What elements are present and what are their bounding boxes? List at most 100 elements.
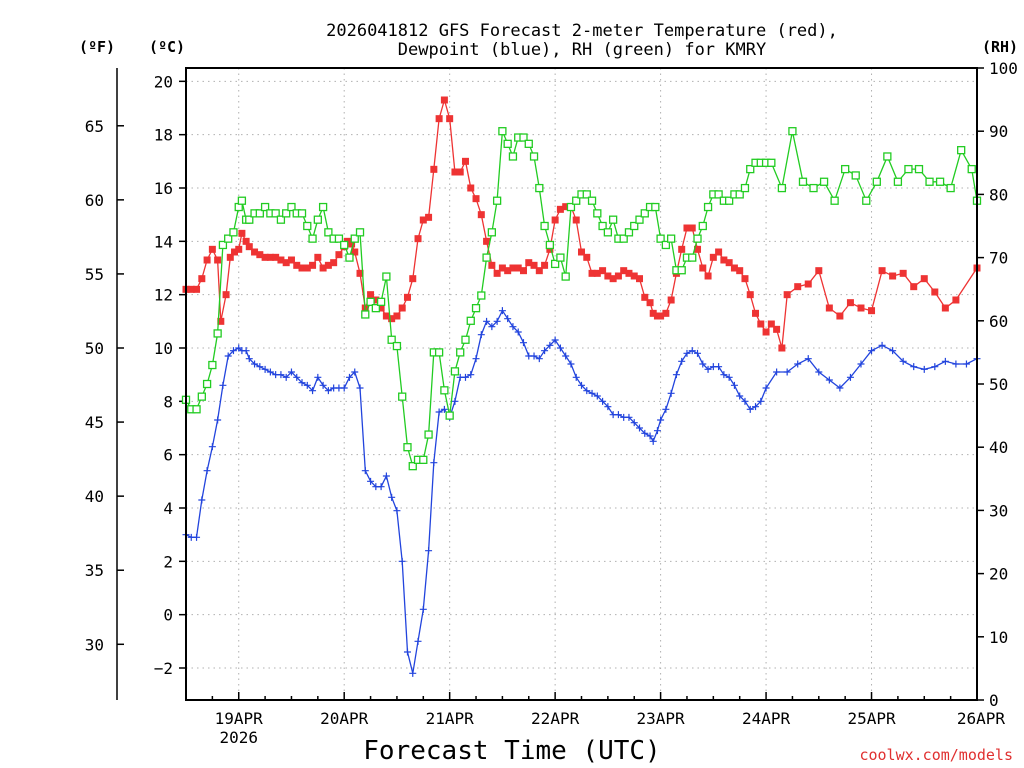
temperature-point	[330, 259, 338, 267]
temperature-point	[836, 312, 844, 320]
fahrenheit-tick-label: 50	[85, 339, 104, 358]
rh-point	[925, 177, 934, 186]
dewpoint-point	[361, 467, 369, 475]
dewpoint-point	[198, 496, 206, 504]
dewpoint-point	[214, 416, 222, 424]
dewpoint-point	[282, 373, 290, 381]
rh-point	[598, 221, 607, 231]
rh-point	[482, 253, 491, 262]
temperature-point	[699, 264, 707, 272]
temperature-point	[546, 245, 554, 253]
fahrenheit-tick-label: 65	[85, 117, 104, 136]
dewpoint-point	[483, 317, 491, 325]
dewpoint-point	[493, 317, 501, 325]
dewpoint-point	[398, 557, 406, 565]
temperature-point	[646, 299, 654, 307]
dewpoint-point	[498, 307, 506, 315]
temperature-point	[504, 267, 512, 275]
rh-point	[593, 209, 602, 218]
dewpoint-point	[562, 352, 570, 360]
rh-tick-label: 80	[989, 185, 1008, 204]
dewpoint-point	[261, 365, 269, 373]
fahrenheit-axis: 30 35 40 45 50 55 60 65	[85, 68, 124, 700]
temperature-point	[282, 259, 290, 267]
rh-point	[967, 164, 976, 174]
dewpoint-point	[878, 341, 886, 349]
dewpoint-point	[614, 411, 622, 419]
temperature-point	[238, 229, 246, 237]
rh-point	[529, 152, 539, 161]
temperature-point	[367, 291, 375, 299]
temperature-point	[382, 312, 390, 320]
dewpoint-point	[725, 373, 733, 381]
dewpoint-point	[815, 368, 823, 376]
rh-point	[893, 177, 903, 186]
temperature-point	[636, 275, 644, 283]
celsius-tick-label: −2	[154, 659, 173, 678]
temperature-point	[604, 272, 612, 280]
rh-point	[461, 335, 470, 344]
dewpoint-point	[504, 315, 512, 323]
rh-point	[809, 183, 818, 193]
temperature-point	[440, 96, 448, 104]
temperature-point	[762, 328, 770, 336]
temperature-point	[541, 261, 549, 269]
temperature-point	[667, 296, 675, 304]
fahrenheit-unit-label: (ºF)	[79, 38, 115, 56]
dewpoint-point	[340, 384, 348, 392]
temperature-point	[245, 243, 253, 251]
dewpoint-point	[488, 323, 496, 331]
dewpoint-point	[704, 365, 712, 373]
temperature-point	[662, 309, 670, 317]
temperature-point	[709, 253, 717, 261]
dewpoint-point	[641, 429, 649, 437]
rh-point	[255, 209, 264, 218]
celsius-tick-label: 20	[154, 72, 173, 91]
temperature-point	[730, 264, 738, 272]
temperature-point	[720, 256, 728, 264]
rh-tick-label: 70	[989, 249, 1008, 268]
temperature-point	[920, 275, 928, 283]
dewpoint-point	[367, 477, 375, 485]
rh-point	[519, 133, 528, 142]
dewpoint-point	[593, 392, 601, 400]
dewpoint-point	[599, 397, 607, 405]
temperature-point	[794, 283, 802, 291]
dewpoint-point	[604, 403, 612, 411]
temperature-point	[446, 115, 454, 123]
temperature-point	[251, 248, 259, 256]
temperature-point	[868, 307, 876, 315]
temperature-point	[509, 264, 517, 272]
rh-point	[746, 164, 755, 174]
temperature-point	[599, 267, 607, 275]
dewpoint-point	[309, 387, 317, 395]
temperature-point	[298, 264, 306, 272]
celsius-axis: −2 0 2 4 6 8 10 12 14 16 18 20	[154, 72, 186, 678]
rh-point	[788, 127, 797, 136]
rh-point	[334, 234, 344, 243]
temperature-point	[715, 248, 723, 256]
temperature-point	[293, 261, 301, 269]
rh-point	[651, 202, 660, 212]
dewpoint-point	[962, 360, 970, 368]
temperature-point	[372, 296, 380, 304]
rh-point	[572, 196, 581, 205]
temperature-point	[314, 253, 322, 261]
rh-point	[661, 240, 671, 250]
rh-point	[202, 379, 212, 389]
rh-point	[767, 158, 776, 167]
rh-point	[693, 234, 702, 243]
temperature-point	[414, 235, 422, 243]
dewpoint-point	[430, 459, 438, 467]
rh-point	[740, 183, 750, 193]
rh-point	[376, 297, 386, 306]
temperature-point	[456, 168, 464, 176]
dewpoint-point	[804, 355, 812, 363]
temperature-point	[783, 291, 791, 299]
temperature-point	[324, 261, 332, 269]
rh-point	[387, 335, 396, 344]
dewpoint-point	[514, 328, 522, 336]
temperature-point	[498, 264, 506, 272]
dewpoint-point	[509, 323, 517, 331]
